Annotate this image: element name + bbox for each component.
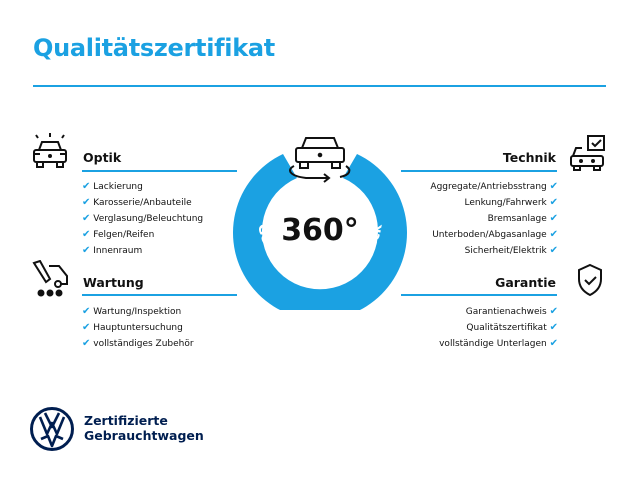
list-item: ✔ Hauptuntersuchung: [82, 322, 183, 333]
technik-list: Aggregate/Antriebsstrang ✔ Lenkung/Fahrw…: [430, 179, 558, 259]
technik-divider: [401, 170, 557, 172]
list-item: Garantienachweis ✔: [465, 306, 558, 317]
optik-divider: [82, 170, 237, 172]
check-icon: ✔: [82, 229, 91, 240]
check-icon: ✔: [82, 322, 91, 333]
check-icon: ✔: [82, 338, 91, 349]
badge-value: 360°: [281, 213, 359, 248]
page-title: Qualitätszertifikat: [33, 34, 275, 62]
wartung-list: ✔ Wartung/Inspektion ✔ Hauptuntersuchung…: [82, 304, 194, 352]
list-item: ✔ Wartung/Inspektion: [82, 306, 182, 317]
list-item: Sicherheit/Elektrik ✔: [464, 245, 558, 256]
wartung-divider: [82, 294, 237, 296]
list-item: ✔ Innenraum: [82, 245, 143, 256]
list-item: ✔ Felgen/Reifen: [82, 229, 155, 240]
list-item: vollständige Unterlagen ✔: [439, 338, 558, 349]
garantie-heading: Garantie: [495, 275, 556, 290]
list-item: Unterboden/Abgasanlage ✔: [432, 229, 558, 240]
check-icon: ✔: [549, 338, 558, 349]
car-rotate-icon: [289, 137, 351, 183]
garantie-list: Garantienachweis ✔ Qualitätszertifikat ✔…: [439, 304, 558, 352]
list-item: Lenkung/Fahrwerk ✔: [464, 197, 558, 208]
check-icon: ✔: [82, 213, 91, 224]
check-icon: ✔: [549, 245, 558, 256]
list-item: Bremsanlage ✔: [487, 213, 558, 224]
check-icon: ✔: [549, 181, 558, 192]
car-check-icon: [570, 135, 605, 171]
check-icon: ✔: [82, 197, 91, 208]
vw-logo: [30, 407, 74, 451]
technik-heading: Technik: [502, 150, 556, 165]
check-icon: ✔: [82, 245, 91, 256]
check-icon: ✔: [549, 229, 558, 240]
garantie-divider: [401, 294, 557, 296]
footer-line2: Gebrauchtwagen: [84, 428, 204, 443]
check-icon: ✔: [549, 213, 558, 224]
check-icon: ✔: [82, 181, 91, 192]
wartung-heading: Wartung: [83, 275, 144, 290]
check-icon: ✔: [82, 306, 91, 317]
check-icon: ✔: [549, 322, 558, 333]
list-item: ✔ Lackierung: [82, 181, 143, 192]
optik-list: ✔ Lackierung ✔ Karosserie/Anbauteile ✔ V…: [82, 179, 203, 259]
car-lights-icon: [33, 133, 67, 168]
check-icon: ✔: [549, 306, 558, 317]
360-check-badge: 360° Gebrauchtwagen-Check: [233, 137, 407, 310]
footer-line1: Zertifizierte: [84, 413, 168, 428]
badge-ring: [233, 154, 407, 310]
title-divider: [33, 85, 606, 87]
list-item: Qualitätszertifikat ✔: [466, 322, 558, 333]
list-item: ✔ vollständiges Zubehör: [82, 338, 194, 349]
list-item: ✔ Karosserie/Anbauteile: [82, 197, 192, 208]
optik-heading: Optik: [83, 150, 122, 165]
service-tool-icon: [32, 260, 68, 297]
list-item: Aggregate/Antriebsstrang ✔: [430, 181, 558, 192]
list-item: ✔ Verglasung/Beleuchtung: [82, 213, 204, 224]
check-icon: ✔: [549, 197, 558, 208]
footer-brand-text: Zertifizierte Gebrauchtwagen: [84, 413, 204, 443]
shield-check-icon: [578, 263, 602, 297]
